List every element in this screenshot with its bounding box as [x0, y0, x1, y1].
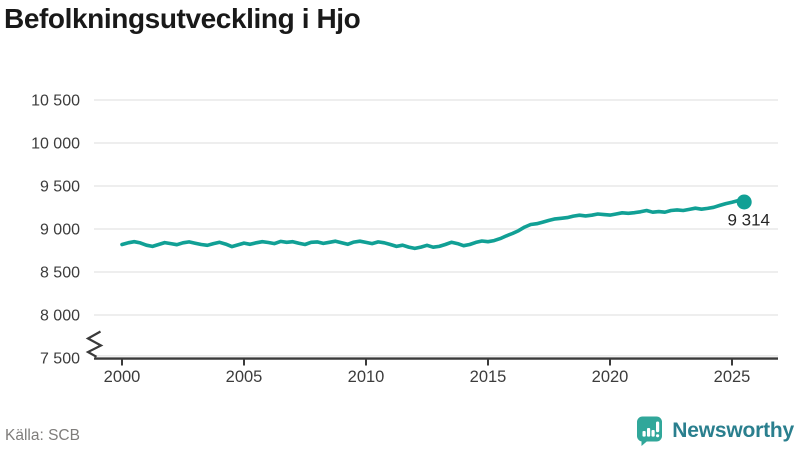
y-axis-break-icon — [85, 330, 104, 358]
bar-chart-exclamation-glyph — [642, 421, 660, 438]
newsworthy-logo[interactable]: Newsworthy — [635, 415, 794, 446]
newsworthy-wordmark: Newsworthy — [672, 418, 794, 442]
y-tick-label-10000: 10 000 — [31, 136, 80, 153]
x-tick-label-2010: 2010 — [348, 368, 385, 386]
y-tick-label-9500: 9 500 — [40, 179, 80, 196]
y-tick-label-10500: 10 500 — [31, 93, 80, 110]
latest-value-label: 9 314 — [727, 211, 770, 230]
y-tick-label-9000: 9 000 — [40, 222, 80, 239]
latest-value-dot — [736, 194, 752, 210]
chart-title: Befolkningsutveckling i Hjo — [4, 3, 361, 34]
x-tick-label-2020: 2020 — [592, 368, 629, 386]
x-tick-label-2025: 2025 — [714, 368, 751, 386]
grid-layer: 10 500 10 000 9 500 9 000 8 500 8 000 7 500 — [31, 93, 778, 368]
x-tick-label-2005: 2005 — [226, 368, 263, 386]
y-tick-label-8500: 8 500 — [40, 265, 80, 282]
population-line — [120, 198, 746, 251]
source-label: Källa: SCB — [5, 427, 80, 444]
newsworthy-speech-bubble-icon — [637, 416, 663, 446]
x-tick-label-2015: 2015 — [470, 368, 507, 386]
x-tick-label-2000: 2000 — [104, 368, 141, 386]
axis-layer: 2000 2005 2010 2015 2020 2025 — [104, 358, 751, 386]
y-tick-label-7500: 7 500 — [40, 351, 80, 368]
y-tick-label-8000: 8 000 — [40, 308, 80, 325]
